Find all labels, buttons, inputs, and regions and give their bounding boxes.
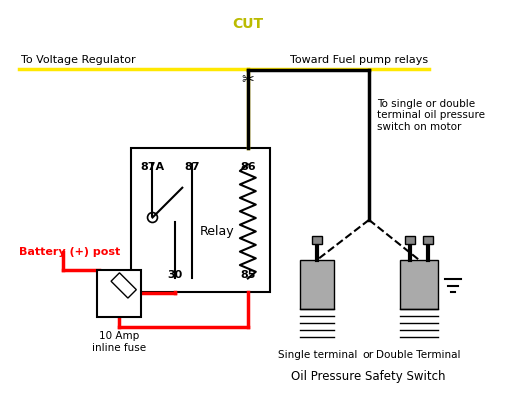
Bar — [405, 236, 415, 244]
Text: Oil Pressure Safety Switch: Oil Pressure Safety Switch — [291, 370, 445, 383]
Bar — [97, 270, 140, 317]
Bar — [131, 149, 270, 293]
Text: 10 Amp
inline fuse: 10 Amp inline fuse — [92, 331, 146, 353]
Text: To single or double
terminal oil pressure
switch on motor: To single or double terminal oil pressur… — [377, 99, 485, 132]
Text: Toward Fuel pump relays: Toward Fuel pump relays — [291, 55, 429, 65]
Text: 86: 86 — [240, 162, 255, 172]
Text: 30: 30 — [168, 271, 183, 280]
Text: Relay: Relay — [200, 225, 234, 238]
Text: 87: 87 — [185, 162, 200, 172]
Text: Battery (+) post: Battery (+) post — [20, 247, 121, 257]
Text: ✂: ✂ — [241, 72, 254, 87]
Text: To Voltage Regulator: To Voltage Regulator — [21, 55, 136, 65]
Text: or: or — [362, 350, 374, 360]
Text: 85: 85 — [240, 271, 255, 280]
Text: Double Terminal: Double Terminal — [377, 350, 461, 360]
Bar — [111, 273, 136, 298]
Text: 87A: 87A — [140, 162, 165, 172]
Bar — [312, 236, 322, 244]
Bar — [400, 259, 438, 309]
Text: Single terminal: Single terminal — [278, 350, 357, 360]
Bar — [300, 259, 334, 309]
Bar — [423, 236, 432, 244]
Text: CUT: CUT — [232, 17, 263, 31]
